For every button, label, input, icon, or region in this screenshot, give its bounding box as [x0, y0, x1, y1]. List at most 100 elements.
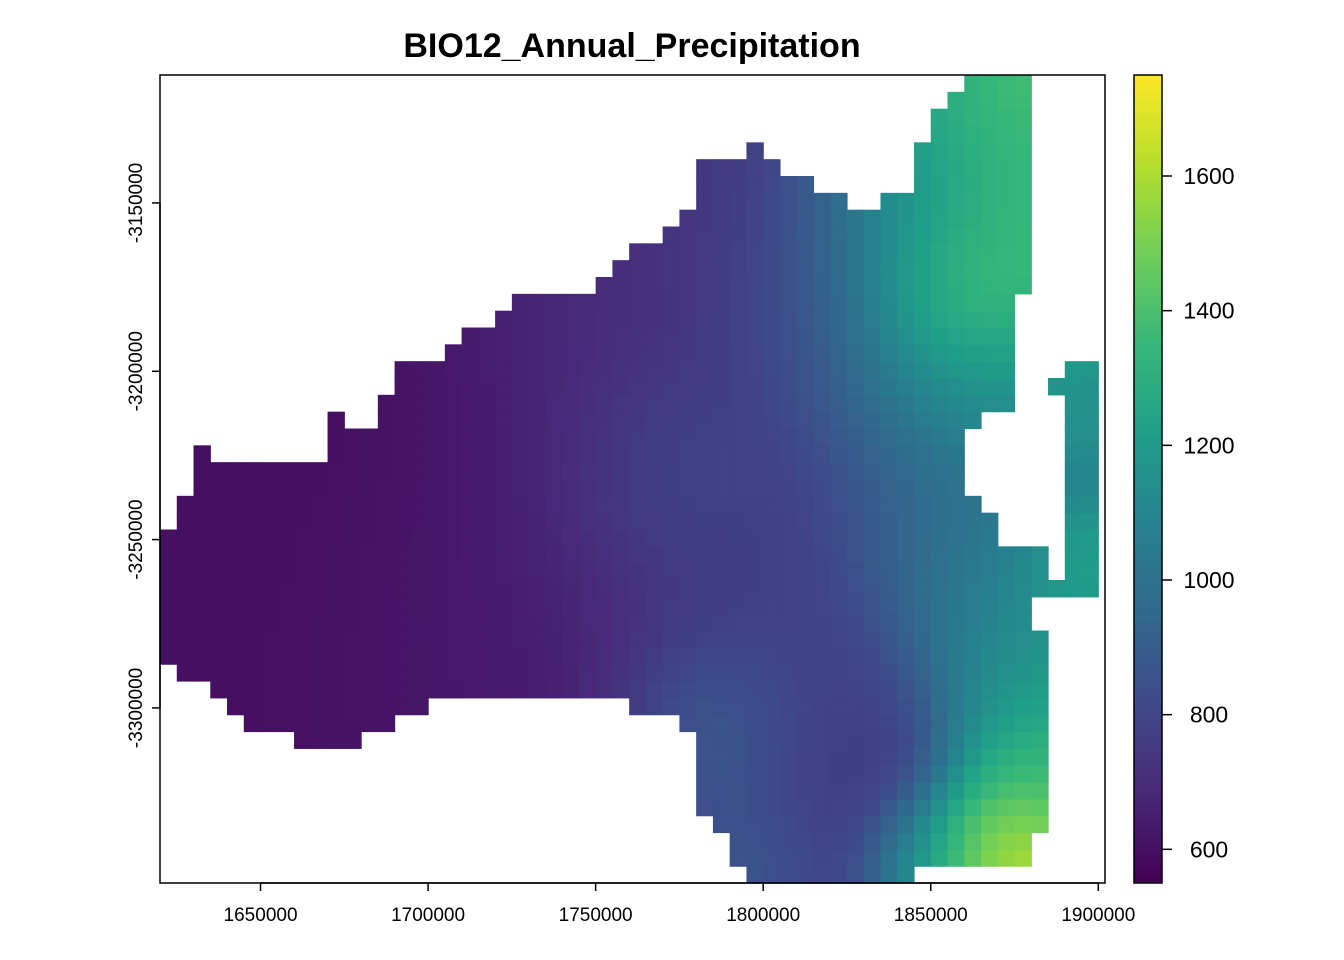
- raster-cell: [528, 563, 546, 581]
- raster-cell: [763, 445, 781, 463]
- raster-cell: [763, 192, 781, 211]
- raster-cell: [779, 613, 798, 632]
- raster-cell: [763, 748, 781, 766]
- raster-cell: [863, 277, 882, 295]
- raster-cell: [779, 226, 798, 244]
- raster-cell: [511, 479, 530, 497]
- raster-cell: [846, 697, 865, 716]
- raster-cell: [595, 293, 613, 312]
- raster-cell: [779, 243, 798, 261]
- raster-cell: [377, 697, 396, 716]
- raster-cell: [947, 596, 965, 615]
- raster-cell: [444, 664, 463, 682]
- raster-cell: [679, 260, 697, 278]
- raster-cell: [210, 563, 228, 581]
- raster-cell: [394, 647, 412, 665]
- raster-cell: [310, 647, 329, 665]
- raster-cell: [913, 428, 932, 446]
- raster-cell: [578, 512, 597, 531]
- raster-cell: [729, 782, 748, 800]
- raster-cell: [930, 714, 949, 733]
- raster-cell: [930, 260, 949, 278]
- raster-cell: [763, 866, 781, 883]
- raster-cell: [562, 681, 580, 699]
- raster-cell: [679, 546, 697, 564]
- raster-cell: [612, 445, 630, 463]
- raster-cell: [662, 226, 681, 244]
- raster-cell: [830, 664, 848, 682]
- raster-cell: [461, 344, 479, 362]
- raster-cell: [679, 428, 697, 446]
- raster-cell: [629, 411, 647, 430]
- raster-cell: [830, 765, 848, 783]
- raster-cell: [763, 782, 781, 800]
- raster-cell: [662, 529, 681, 547]
- raster-cell: [779, 664, 798, 682]
- raster-cell: [495, 664, 513, 682]
- raster-cell: [679, 580, 697, 598]
- raster-cell: [746, 344, 764, 362]
- raster-cell: [344, 596, 362, 615]
- raster-cell: [1014, 782, 1032, 800]
- raster-cell: [645, 293, 664, 312]
- raster-cell: [696, 596, 714, 615]
- raster-cell: [997, 226, 1016, 244]
- raster-cell: [830, 681, 848, 699]
- raster-cell: [830, 277, 848, 295]
- raster-cell: [377, 596, 396, 615]
- raster-cell: [947, 445, 965, 463]
- raster-cell: [478, 344, 496, 362]
- raster-cell: [578, 613, 597, 632]
- raster-cell: [461, 428, 479, 446]
- raster-cell: [428, 512, 446, 531]
- raster-cell: [997, 798, 1016, 817]
- raster-cell: [1014, 546, 1032, 564]
- raster-cell: [964, 782, 982, 800]
- raster-cell: [394, 596, 412, 615]
- raster-cell: [327, 647, 345, 665]
- raster-cell: [746, 580, 764, 598]
- raster-cell: [846, 630, 865, 648]
- raster-cell: [1014, 832, 1032, 850]
- raster-cell: [981, 142, 999, 160]
- raster-cell: [947, 159, 965, 177]
- raster-cell: [763, 647, 781, 665]
- raster-cell: [830, 428, 848, 446]
- raster-cell: [779, 260, 798, 278]
- raster-cell: [897, 260, 915, 278]
- raster-cell: [913, 596, 932, 615]
- raster-cell: [444, 479, 463, 497]
- raster-cell: [897, 243, 915, 261]
- raster-cell: [327, 714, 345, 733]
- raster-cell: [361, 714, 379, 733]
- raster-cell: [444, 445, 463, 463]
- raster-cell: [947, 125, 965, 143]
- raster-cell: [327, 697, 345, 716]
- raster-cell: [377, 681, 396, 699]
- raster-cell: [511, 411, 530, 430]
- raster-cell: [645, 243, 664, 261]
- raster-cell: [428, 647, 446, 665]
- raster-cell: [1031, 563, 1049, 581]
- raster-cell: [712, 378, 731, 396]
- raster-cell: [1014, 277, 1032, 295]
- raster-cell: [796, 243, 815, 261]
- raster-cell: [645, 428, 664, 446]
- raster-cell: [964, 310, 982, 329]
- raster-cell: [863, 394, 882, 413]
- raster-cell: [662, 411, 681, 430]
- raster-cell: [612, 529, 630, 547]
- raster-cell: [1081, 445, 1099, 463]
- raster-cell: [495, 563, 513, 581]
- raster-cell: [746, 327, 764, 345]
- raster-cell: [763, 529, 781, 547]
- raster-cell: [779, 327, 798, 345]
- raster-cell: [1064, 411, 1083, 430]
- raster-cell: [528, 479, 546, 497]
- raster-cell: [779, 546, 798, 564]
- raster-cell: [813, 192, 831, 211]
- raster-cell: [629, 664, 647, 682]
- raster-cell: [411, 462, 429, 480]
- raster-cell: [997, 209, 1016, 228]
- raster-cell: [260, 613, 278, 632]
